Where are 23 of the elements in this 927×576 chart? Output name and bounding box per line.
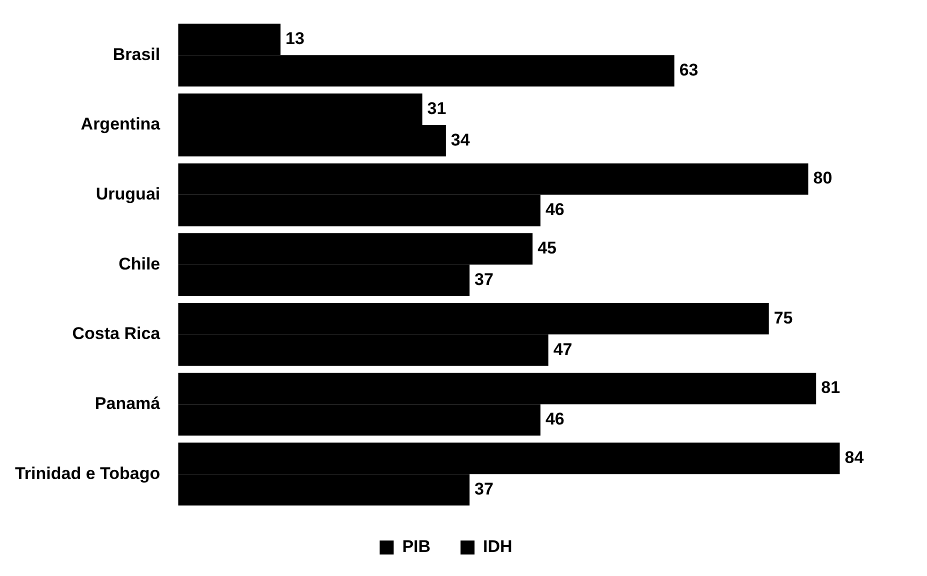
y-tick-label: Panamá bbox=[94, 394, 161, 413]
y-tick-label: Uruguai bbox=[96, 184, 160, 204]
data-label: 80 bbox=[813, 168, 832, 188]
legend-label: PIB bbox=[402, 537, 431, 556]
data-label: 84 bbox=[844, 448, 864, 468]
data-label: 37 bbox=[474, 270, 494, 289]
data-label: 75 bbox=[774, 308, 793, 328]
y-tick-label: Brasil bbox=[112, 44, 160, 64]
data-label: 81 bbox=[821, 378, 840, 398]
data-label: 63 bbox=[679, 60, 698, 80]
data-label: 34 bbox=[450, 130, 470, 150]
y-tick-label: Chile bbox=[118, 254, 160, 274]
data-label: 46 bbox=[545, 200, 564, 220]
legend-label: IDH bbox=[483, 537, 512, 556]
data-label: 37 bbox=[474, 479, 494, 498]
data-label: 45 bbox=[538, 238, 556, 258]
y-tick-label: Trinidad e Tobago bbox=[14, 464, 160, 483]
data-label: 47 bbox=[553, 340, 572, 359]
y-tick-label: Argentina bbox=[80, 114, 161, 134]
data-label: 13 bbox=[286, 29, 304, 48]
y-tick-label: Costa Rica bbox=[72, 324, 161, 344]
data-label: 46 bbox=[545, 410, 564, 429]
data-label: 31 bbox=[427, 98, 446, 118]
